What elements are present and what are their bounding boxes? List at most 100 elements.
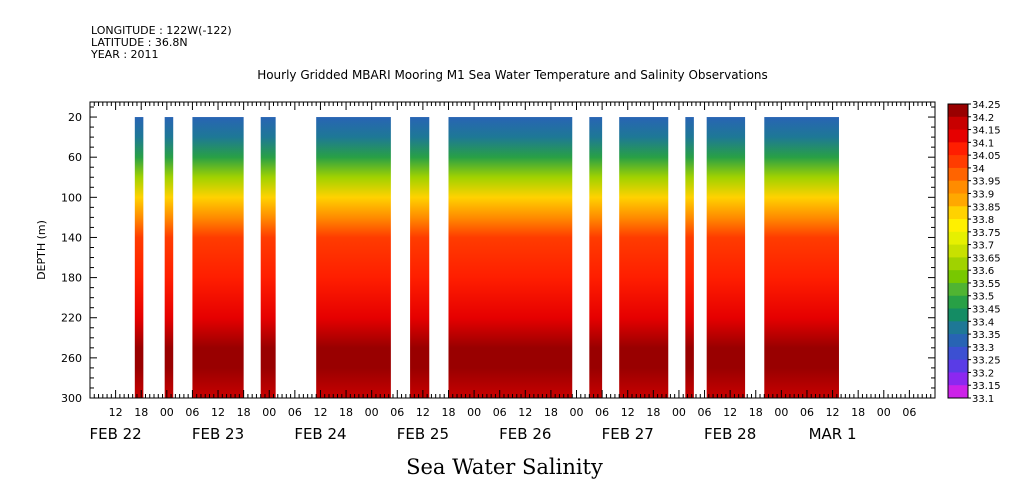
- colorbar-swatch: [948, 104, 968, 118]
- x-tick-label: 06: [493, 406, 507, 419]
- x-date-label: FEB 25: [397, 425, 449, 443]
- colorbar-swatch: [948, 116, 968, 131]
- y-tick-label: 100: [61, 191, 82, 204]
- x-tick-label: 00: [774, 406, 788, 419]
- colorbar-swatch: [948, 231, 968, 246]
- x-tick-label: 06: [698, 406, 712, 419]
- colorbar-label: 34.2: [972, 113, 994, 124]
- x-tick-label: 12: [518, 406, 532, 419]
- colorbar-label: 33.5: [972, 292, 994, 303]
- data-segment: [192, 117, 244, 399]
- data-segment: [764, 117, 839, 399]
- x-tick-label: 18: [646, 406, 660, 419]
- colorbar-label: 33.85: [972, 202, 1001, 213]
- x-tick-label: 00: [160, 406, 174, 419]
- colorbar-label: 33.7: [972, 241, 994, 252]
- x-tick-label: 06: [902, 406, 916, 419]
- x-tick-label: 00: [672, 406, 686, 419]
- x-tick-label: 00: [467, 406, 481, 419]
- colorbar-frame: [947, 103, 969, 399]
- x-tick-label: 18: [544, 406, 558, 419]
- colorbar-label: 34.1: [972, 138, 994, 149]
- x-tick-label: 18: [441, 406, 455, 419]
- data-segment: [589, 117, 603, 399]
- y-axis-title: DEPTH (m): [35, 220, 48, 280]
- data-segment: [260, 117, 276, 399]
- x-axis-title: Sea Water Salinity: [406, 455, 603, 479]
- data-segment: [685, 117, 694, 399]
- x-tick-label: 12: [416, 406, 430, 419]
- data-segment: [164, 117, 174, 399]
- colorbar-label: 33.15: [972, 381, 1001, 392]
- data-segment: [410, 117, 430, 399]
- x-date-label: FEB 27: [602, 425, 654, 443]
- x-tick-label: 18: [749, 406, 763, 419]
- colorbar-swatch: [948, 308, 968, 322]
- colorbar-swatch: [948, 167, 968, 182]
- x-date-label: FEB 23: [192, 425, 244, 443]
- y-tick-label: 180: [61, 272, 82, 285]
- x-tick-label: 18: [851, 406, 865, 419]
- data-segment: [706, 117, 746, 399]
- colorbar-swatch: [948, 321, 968, 335]
- colorbar-label: 33.3: [972, 343, 994, 354]
- colorbar-swatch: [948, 180, 968, 194]
- colorbar-swatch: [948, 270, 968, 284]
- colorbar-swatch: [948, 244, 968, 258]
- colorbar-swatch: [948, 282, 968, 297]
- colorbar-label: 33.95: [972, 177, 1001, 188]
- colorbar-swatch: [948, 257, 968, 271]
- colorbar-label: 34.25: [972, 100, 1001, 111]
- colorbar-swatch: [948, 206, 968, 220]
- x-date-label: FEB 22: [89, 425, 141, 443]
- colorbar-swatch: [948, 219, 968, 233]
- x-tick-label: 06: [595, 406, 609, 419]
- chart-title: Hourly Gridded MBARI Mooring M1 Sea Wate…: [257, 68, 768, 82]
- data-segment: [619, 117, 669, 399]
- colorbar-label: 33.55: [972, 279, 1001, 290]
- colorbar-label: 34.15: [972, 126, 1001, 137]
- x-date-label: MAR 1: [809, 425, 857, 443]
- x-tick-label: 12: [723, 406, 737, 419]
- colorbar-label: 33.9: [972, 189, 994, 200]
- colorbar-swatch: [948, 334, 968, 348]
- colorbar-label: 33.4: [972, 317, 994, 328]
- colorbar-swatch: [948, 129, 968, 143]
- colorbar-label: 34.05: [972, 151, 1001, 162]
- colorbar-label: 33.2: [972, 368, 994, 379]
- colorbar-label: 33.6: [972, 266, 994, 277]
- y-tick-label: 300: [61, 392, 82, 405]
- colorbar-label: 33.65: [972, 253, 1001, 264]
- colorbar-swatch: [948, 359, 968, 373]
- data-segment: [316, 117, 391, 399]
- colorbar-swatch: [948, 346, 968, 361]
- colorbar-label: 33.35: [972, 330, 1001, 341]
- x-tick-label: 18: [339, 406, 353, 419]
- x-tick-label: 00: [570, 406, 584, 419]
- x-tick-label: 06: [288, 406, 302, 419]
- x-date-label: FEB 26: [499, 425, 551, 443]
- x-tick-label: 12: [313, 406, 327, 419]
- latitude-label: LATITUDE : 36.8N: [91, 36, 188, 49]
- colorbar-label: 34: [972, 164, 985, 175]
- x-tick-label: 18: [237, 406, 251, 419]
- x-tick-label: 12: [621, 406, 635, 419]
- colorbar-swatch: [948, 295, 968, 310]
- y-tick-label: 260: [61, 352, 82, 365]
- x-tick-label: 06: [185, 406, 199, 419]
- colorbar-label: 33.75: [972, 228, 1001, 239]
- y-tick-label: 20: [68, 111, 82, 124]
- x-tick-label: 12: [109, 406, 123, 419]
- longitude-label: LONGITUDE : 122W(-122): [91, 24, 232, 37]
- y-tick-label: 220: [61, 312, 82, 325]
- colorbar-label: 33.45: [972, 305, 1001, 316]
- colorbar-label: 33.25: [972, 356, 1001, 367]
- x-date-label: FEB 28: [704, 425, 756, 443]
- colorbar-swatch: [948, 193, 968, 207]
- x-tick-label: 12: [826, 406, 840, 419]
- x-tick-label: 18: [134, 406, 148, 419]
- x-tick-label: 12: [211, 406, 225, 419]
- year-label: YEAR : 2011: [91, 48, 159, 61]
- y-tick-label: 60: [68, 151, 82, 164]
